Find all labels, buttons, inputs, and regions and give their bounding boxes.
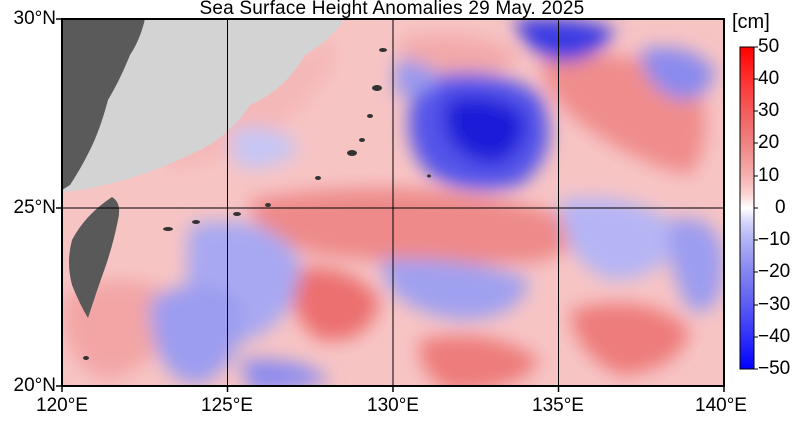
lon-label-120e: 120°E <box>36 395 88 416</box>
colorbar-unit: [cm] <box>732 11 770 33</box>
lat-label-25n: 25°N <box>13 197 56 218</box>
mainland-land <box>62 19 345 192</box>
colorbar <box>739 46 755 370</box>
colorbar-tick-label: −10 <box>758 229 791 250</box>
colorbar-tick-label: 30 <box>758 100 780 121</box>
colorbar-tick-label: 10 <box>758 165 780 186</box>
colorbar-tick-label: 50 <box>758 36 780 57</box>
lon-label-130e: 130°E <box>367 395 419 416</box>
map-title: Sea Surface Height Anomalies 29 May. 202… <box>199 0 585 19</box>
lon-label-135e: 135°E <box>532 395 584 416</box>
anomaly-field <box>62 19 724 386</box>
colorbar-ticks <box>754 46 758 370</box>
colorbar-tick-label: 40 <box>758 68 780 89</box>
colorbar-tick-label: −30 <box>758 294 791 315</box>
lat-label-30n: 30°N <box>13 8 56 29</box>
colorbar-tick-label: 0 <box>775 197 786 218</box>
map-ticks <box>56 18 725 392</box>
lon-label-140e: 140°E <box>695 395 747 416</box>
colorbar-tick-label: −50 <box>758 358 791 379</box>
lon-label-125e: 125°E <box>201 395 253 416</box>
lat-label-20n: 20°N <box>13 375 56 396</box>
colorbar-tick-label: −20 <box>758 261 791 282</box>
colorbar-tick-label: 20 <box>758 132 780 153</box>
graticule <box>62 19 724 386</box>
taiwan-island <box>69 197 120 318</box>
colorbar-tick-label: −40 <box>758 326 791 347</box>
ryukyu-islands <box>83 48 431 360</box>
